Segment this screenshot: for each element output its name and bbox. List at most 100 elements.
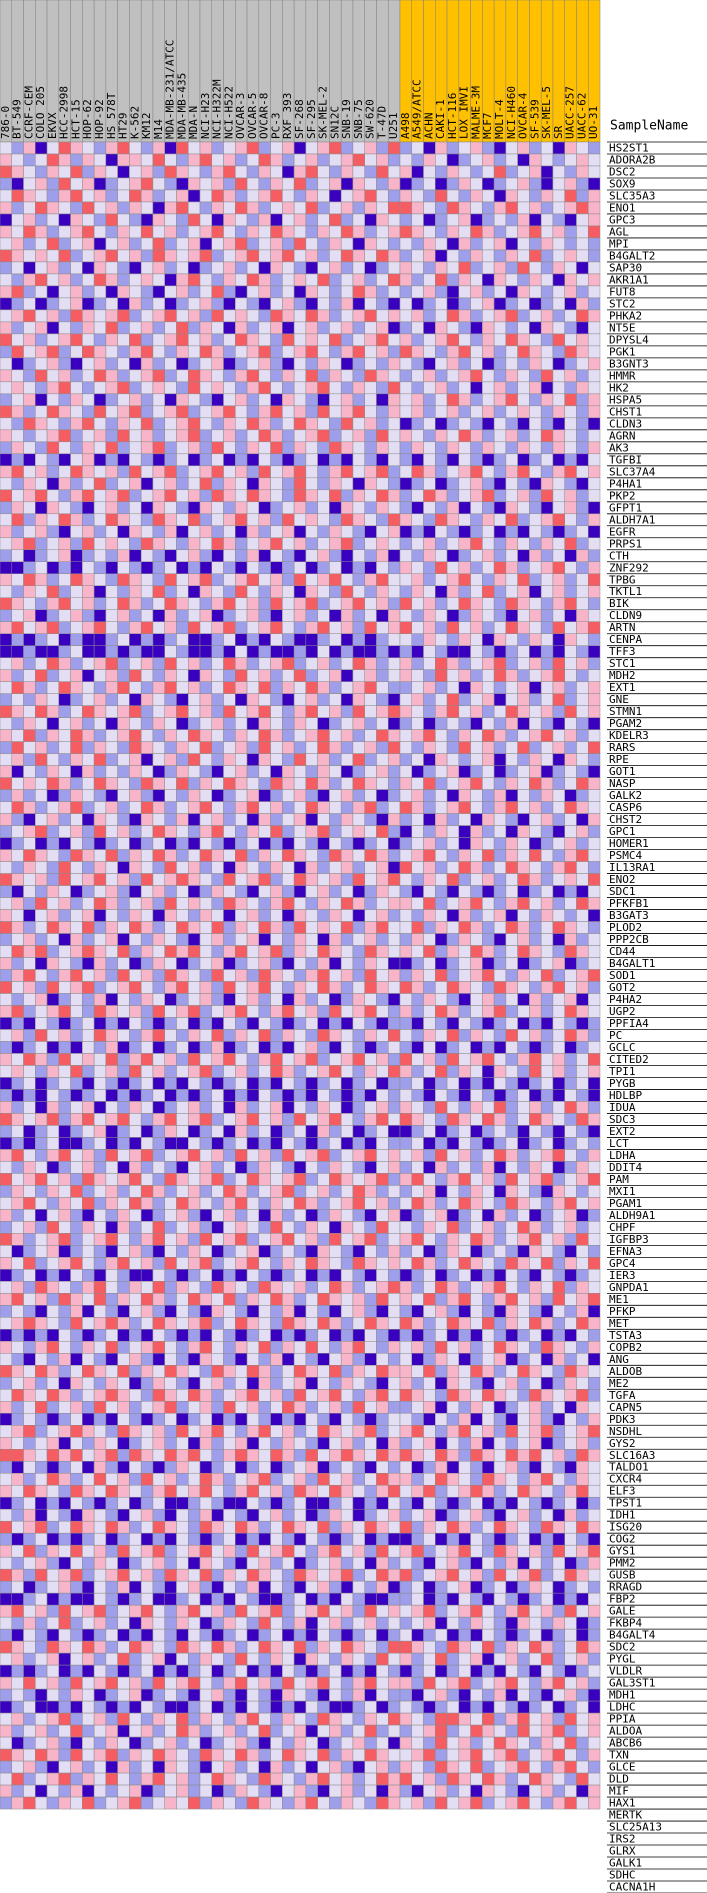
cell — [529, 1029, 542, 1042]
cell — [352, 321, 365, 335]
cell — [35, 705, 48, 718]
cell — [399, 885, 413, 898]
cell — [82, 825, 95, 838]
cell — [140, 1005, 154, 1018]
cell — [293, 969, 307, 982]
cell — [399, 1077, 413, 1090]
cell — [552, 1257, 565, 1270]
cell — [387, 1089, 401, 1102]
cell — [352, 705, 365, 718]
cell — [176, 573, 189, 586]
cell — [576, 297, 589, 311]
cell — [482, 1185, 495, 1198]
cell — [423, 309, 436, 323]
cell — [105, 261, 118, 275]
cell — [270, 549, 283, 563]
cell — [105, 1125, 118, 1138]
column-label: CCRF-CEM — [22, 86, 35, 139]
cell — [35, 177, 48, 191]
cell — [411, 273, 424, 287]
cell — [505, 1065, 518, 1078]
cell — [246, 429, 260, 443]
cell — [482, 885, 495, 898]
column-label: HS 578T — [105, 92, 118, 139]
cell — [517, 213, 530, 227]
cell — [552, 693, 565, 706]
cell — [517, 849, 530, 862]
cell — [446, 1077, 460, 1090]
cell — [246, 153, 260, 167]
cell — [423, 549, 436, 563]
cell — [82, 909, 95, 922]
cell — [117, 537, 130, 551]
cell — [176, 921, 189, 934]
cell — [423, 285, 436, 299]
cell — [140, 669, 154, 682]
cell — [305, 1245, 318, 1258]
cell — [270, 501, 283, 515]
cell — [305, 249, 318, 263]
cell — [35, 969, 48, 982]
cell — [564, 429, 577, 443]
cell — [552, 801, 565, 814]
cell — [435, 537, 448, 551]
cell — [187, 1077, 201, 1090]
cell — [340, 1065, 354, 1078]
cell — [211, 165, 224, 179]
cell — [364, 309, 377, 323]
cell — [35, 789, 48, 802]
cell — [246, 1257, 260, 1270]
cell — [258, 837, 271, 850]
cell — [11, 849, 24, 862]
cell — [411, 501, 424, 515]
cell — [482, 489, 495, 503]
cell — [293, 669, 307, 682]
cell — [340, 813, 354, 826]
cell — [23, 825, 36, 838]
cell — [246, 813, 260, 826]
cell — [587, 1197, 601, 1210]
cell — [564, 1269, 577, 1282]
cell — [482, 525, 495, 539]
cell — [552, 1149, 565, 1162]
cell — [176, 1041, 189, 1054]
cell — [46, 1209, 60, 1222]
cell — [352, 957, 365, 970]
cell — [70, 885, 83, 898]
cell — [223, 1185, 236, 1198]
cell — [564, 453, 577, 467]
cell — [435, 921, 448, 934]
cell — [152, 441, 165, 455]
cell — [435, 1269, 448, 1282]
cell — [446, 1209, 460, 1222]
cell — [517, 813, 530, 826]
cell — [482, 537, 495, 551]
cell — [246, 513, 260, 527]
cell — [270, 153, 283, 167]
cell — [540, 813, 554, 826]
cell — [176, 201, 189, 215]
cell — [258, 897, 271, 910]
cell — [411, 705, 424, 718]
cell — [493, 597, 507, 610]
cell — [46, 273, 60, 287]
cell — [129, 489, 142, 503]
cell — [399, 309, 413, 323]
cell — [0, 261, 13, 275]
cell — [199, 1041, 213, 1054]
cell — [446, 1065, 460, 1078]
cell — [446, 225, 460, 239]
cell — [540, 945, 554, 958]
cell — [446, 213, 460, 227]
cell — [399, 297, 413, 311]
cell — [199, 1065, 213, 1078]
cell — [423, 381, 436, 395]
cell — [529, 1185, 542, 1198]
cell — [105, 813, 118, 826]
cell — [35, 1017, 48, 1030]
cell — [70, 741, 83, 754]
cell — [223, 441, 236, 455]
cell — [364, 1065, 377, 1078]
cell — [517, 225, 530, 239]
cell — [576, 549, 589, 563]
